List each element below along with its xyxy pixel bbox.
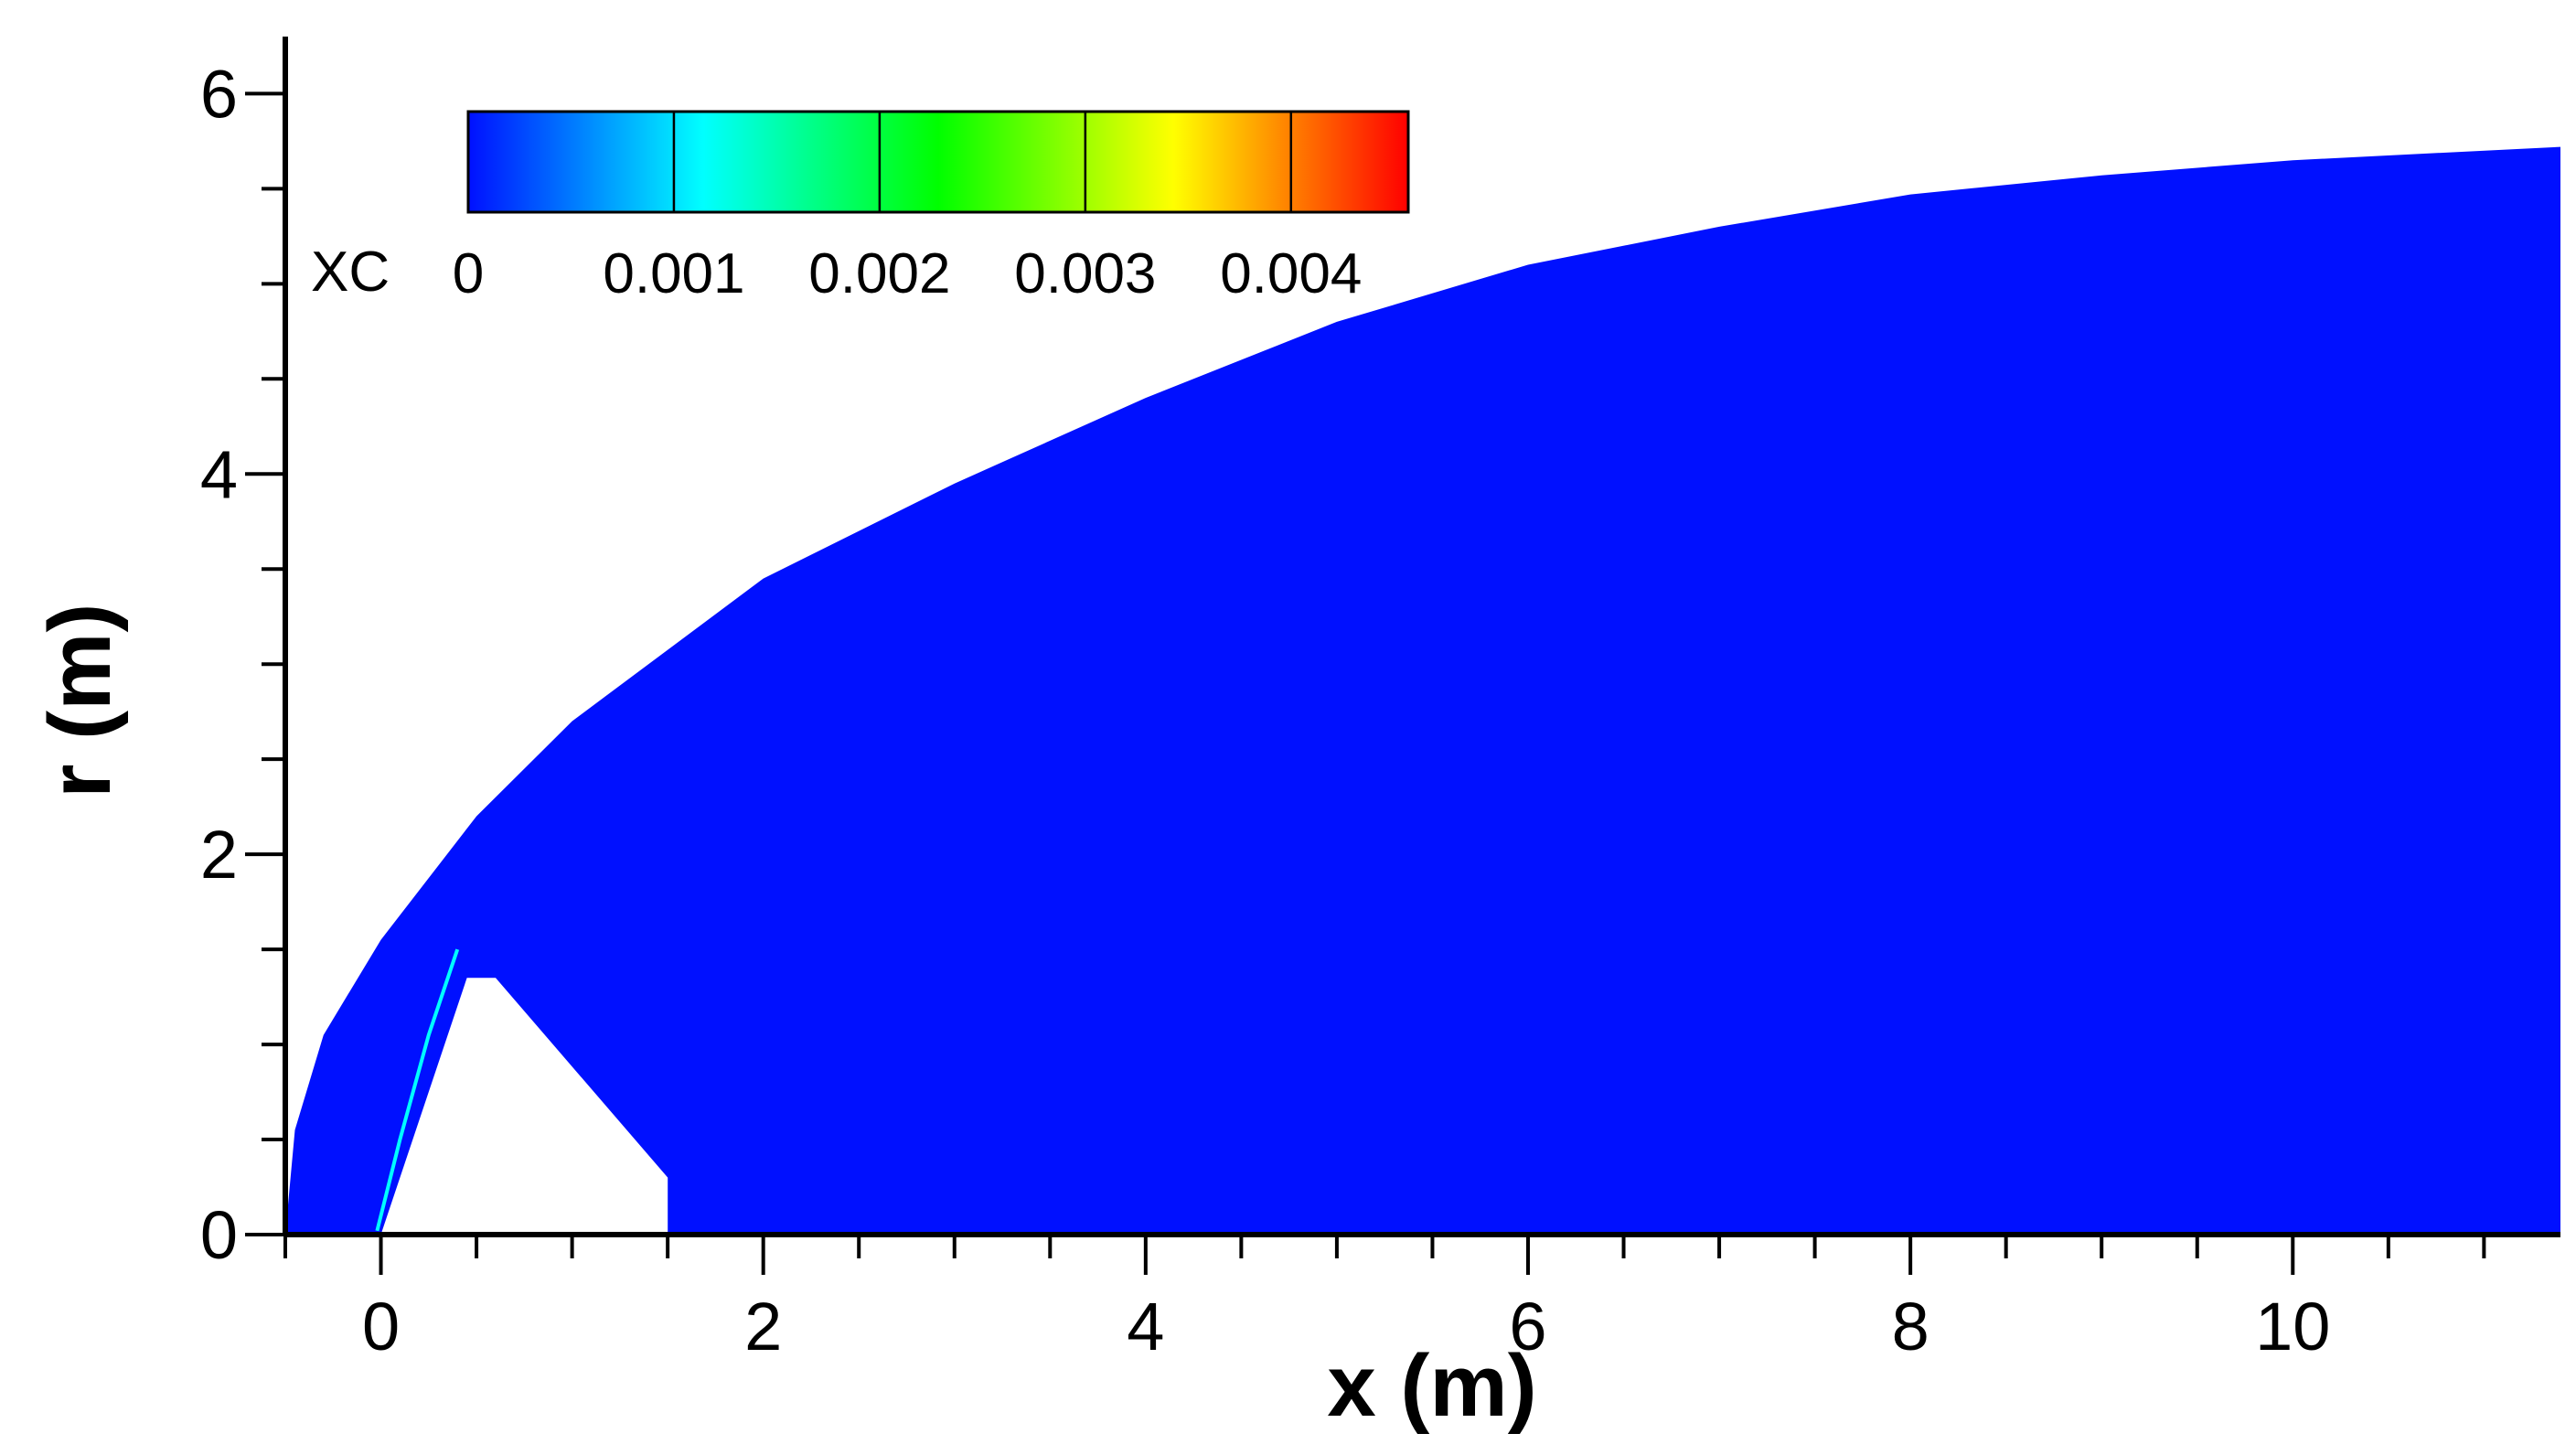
colorbar-tick-label: 0.003 bbox=[1014, 242, 1156, 305]
colorbar-variable-label: XC bbox=[311, 241, 390, 304]
y-tick-label: 2 bbox=[200, 817, 238, 893]
y-tick-label: 0 bbox=[200, 1197, 238, 1273]
colorbar-tick-label: 0.004 bbox=[1220, 242, 1362, 305]
y-tick-label: 6 bbox=[200, 56, 238, 132]
colorbar-tick-label: 0.002 bbox=[808, 242, 950, 305]
y-axis-title: r (m) bbox=[31, 604, 129, 798]
colorbar-tick-label: 0 bbox=[453, 242, 484, 305]
x-tick-label: 10 bbox=[2255, 1289, 2330, 1364]
colorbar-legend: XC 0 0.001 0.002 0.003 0.004 bbox=[311, 110, 1410, 305]
x-tick-label: 0 bbox=[362, 1289, 400, 1364]
y-tick-label: 4 bbox=[200, 436, 238, 512]
trace-line bbox=[375, 948, 460, 1232]
x-axis-title: x (m) bbox=[1327, 1337, 1536, 1435]
axes: 0 2 4 6 8 10 0 2 4 6 bbox=[200, 37, 2560, 1364]
x-tick-label: 4 bbox=[1127, 1289, 1164, 1364]
x-tick-label: 8 bbox=[1892, 1289, 1929, 1364]
colorbar-gradient bbox=[466, 110, 1410, 214]
x-tick-label: 2 bbox=[744, 1289, 782, 1364]
field-layer bbox=[285, 146, 2560, 1235]
x-tick-label: 6 bbox=[1509, 1289, 1546, 1364]
flow-region bbox=[285, 146, 2560, 1235]
colorbar-tick-label: 0.001 bbox=[603, 242, 744, 305]
